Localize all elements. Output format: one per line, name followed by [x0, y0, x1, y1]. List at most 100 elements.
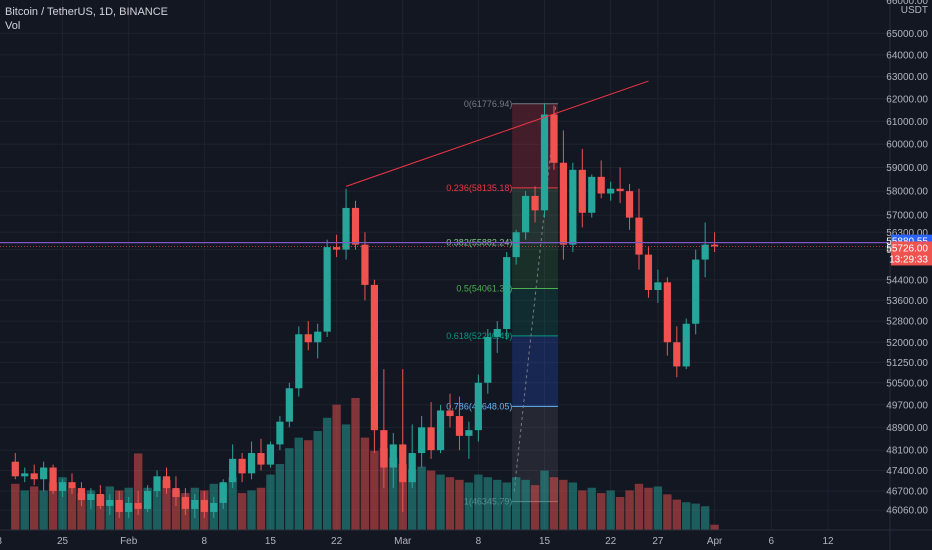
fib-label-0.618: 0.618(52240.49) — [446, 331, 512, 341]
volume-bar — [436, 474, 445, 530]
volume-bar — [625, 490, 634, 530]
volume-bar — [615, 497, 625, 530]
volume-bar — [20, 490, 29, 530]
candle-body — [522, 195, 530, 233]
volume-bar — [483, 477, 492, 530]
price-tick-label: 63000.00 — [886, 72, 928, 83]
volume-bar — [67, 487, 77, 530]
candle-body — [588, 176, 596, 213]
volume-bar — [58, 477, 67, 530]
price-tick-label: 46700.00 — [886, 487, 928, 498]
volume-bar — [672, 499, 681, 530]
time-tick-label: 25 — [57, 536, 69, 547]
volume-bar — [700, 506, 710, 530]
volume-bar — [578, 490, 587, 530]
candle-body — [512, 232, 520, 258]
candle-body — [427, 427, 435, 451]
candle-body — [153, 476, 161, 492]
volume-bar — [77, 493, 86, 530]
candle-body — [30, 473, 38, 480]
price-tick-label: 49700.00 — [886, 400, 928, 411]
volume-bar — [275, 464, 285, 530]
candle-body — [370, 284, 378, 431]
candle-body — [484, 336, 492, 383]
time-tick-label: Mar — [394, 536, 412, 547]
price-tick-label: 52000.00 — [886, 338, 928, 349]
price-tick-label: 47400.00 — [886, 466, 928, 477]
symbol-title[interactable]: Bitcoin / TetherUS, 1D, BINANCE — [5, 6, 169, 18]
fibonacci-retracement[interactable]: 0(61776.94)0.236(58135.18)0.382(55882.24… — [446, 99, 558, 507]
time-tick-label: 22 — [331, 536, 343, 547]
price-tick-label: 59000.00 — [886, 163, 928, 174]
candle-body — [701, 244, 709, 260]
candle-body — [682, 323, 690, 367]
candle-body — [11, 461, 19, 477]
chart-legend: Bitcoin / TetherUS, 1D, BINANCE Vol — [5, 5, 168, 33]
drawn-lines[interactable] — [0, 80, 890, 247]
time-tick-label: 8 — [202, 536, 208, 547]
volume-bar — [493, 479, 502, 530]
price-tick-label-partial: 66000.00 — [886, 0, 928, 7]
candle-body — [380, 430, 388, 468]
volume-bar — [313, 431, 322, 530]
candle-body — [323, 247, 331, 332]
candle-body — [389, 444, 397, 468]
volume-bar — [360, 437, 370, 530]
volume-bar — [464, 482, 474, 530]
time-tick-label: 22 — [605, 536, 617, 547]
fib-zone-0.5 — [512, 242, 558, 289]
volume-bar — [294, 437, 303, 530]
volume-bar — [644, 487, 653, 530]
volume-bar — [162, 479, 171, 530]
volume-bar — [341, 424, 351, 530]
candle-body — [87, 494, 95, 500]
candle-body — [408, 453, 416, 483]
fib-zone-0.236 — [512, 103, 558, 188]
volume-bar — [691, 503, 700, 530]
time-tick-label: 8 — [476, 536, 482, 547]
candle-body — [238, 458, 246, 474]
price-tick-label: 65000.00 — [886, 29, 928, 40]
candle-body — [550, 114, 558, 163]
volume-bar — [682, 502, 691, 530]
candle-body — [266, 444, 275, 465]
candle-body — [285, 388, 293, 422]
price-tick-label: 58000.00 — [886, 187, 928, 198]
time-tick-label: 12 — [822, 536, 834, 547]
fib-label-0.236: 0.236(58135.18) — [446, 183, 512, 193]
currency-label[interactable]: USDT — [901, 5, 928, 16]
candle-body — [654, 282, 662, 291]
price-tick-label: 46060.00 — [886, 506, 928, 517]
fib-label-0: 0(61776.94) — [464, 99, 513, 109]
price-tick-label: 48100.00 — [886, 446, 928, 457]
candle-body — [162, 476, 171, 489]
candle-body — [625, 191, 634, 218]
volume-bar — [445, 477, 455, 530]
price-tick-label: 62000.00 — [886, 94, 928, 105]
trend-line[interactable] — [345, 80, 649, 187]
candle-body — [474, 382, 482, 431]
last-price-badge[interactable] — [891, 241, 932, 266]
candle-body — [418, 427, 426, 454]
time-tick-label: 27 — [652, 536, 664, 547]
candle-body — [115, 499, 123, 512]
candle-body — [446, 410, 454, 417]
volume-bar — [237, 493, 247, 530]
candle-body — [229, 458, 237, 483]
candle-body — [399, 444, 407, 483]
candle-body — [191, 499, 199, 509]
volume-bar — [502, 482, 511, 530]
volume-bar — [370, 450, 379, 530]
candle-body — [569, 169, 577, 245]
candle-body — [21, 473, 29, 477]
candle-body — [257, 453, 265, 465]
volume-bar — [455, 479, 464, 530]
volume-bar — [634, 483, 644, 530]
time-tick-label: Feb — [120, 536, 138, 547]
time-tick-label: Apr — [707, 536, 723, 547]
volume-bar — [597, 493, 606, 530]
price-tick-label: 53600.00 — [886, 296, 928, 307]
volume-indicator-label[interactable]: Vol — [5, 20, 21, 32]
